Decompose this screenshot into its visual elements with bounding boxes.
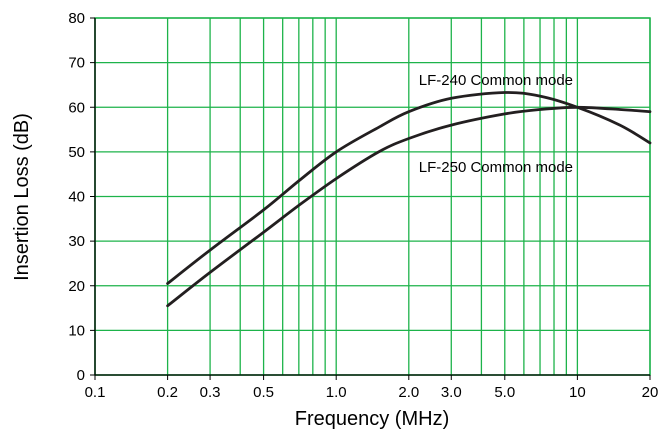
x-tick-label: 0.3 xyxy=(200,384,221,401)
x-tick-label: 10 xyxy=(569,384,586,401)
annotation-lf-250: LF-250 Common mode xyxy=(419,159,573,176)
grid xyxy=(90,17,651,380)
series-lines xyxy=(166,91,652,308)
x-tick-label: 0.5 xyxy=(253,384,274,401)
y-tick-label: 70 xyxy=(68,55,85,72)
y-tick-label: 50 xyxy=(68,144,85,161)
x-tick-label: 2.0 xyxy=(398,384,419,401)
y-axis-title: Insertion Loss (dB) xyxy=(11,113,33,281)
tick-labels: 0.1 0.2 0.3 0.5 1.0 2.0 3.0 5.0 10 20 0 10 20 30 40 50 6… xyxy=(68,10,658,401)
x-axis-title: Frequency (MHz) xyxy=(295,408,449,430)
x-tick-label: 3.0 xyxy=(441,384,462,401)
y-tick-label: 60 xyxy=(68,99,85,116)
y-tick-label: 80 xyxy=(68,10,85,27)
x-tick-label: 20 xyxy=(642,384,659,401)
x-tick-label: 1.0 xyxy=(326,384,347,401)
y-tick-label: 0 xyxy=(77,367,85,384)
y-tick-label: 30 xyxy=(68,233,85,250)
y-tick-label: 10 xyxy=(68,322,85,339)
x-tick-label: 0.2 xyxy=(157,384,178,401)
y-tick-label: 40 xyxy=(68,189,85,206)
annotation-lf-240: LF-240 Common mode xyxy=(419,72,573,89)
annotations: LF-240 Common mode LF-250 Common mode xyxy=(419,72,573,176)
x-tick-label: 0.1 xyxy=(85,384,106,401)
series-line-lf-250 xyxy=(166,105,652,308)
x-tick-label: 5.0 xyxy=(494,384,515,401)
y-tick-label: 20 xyxy=(68,278,85,295)
